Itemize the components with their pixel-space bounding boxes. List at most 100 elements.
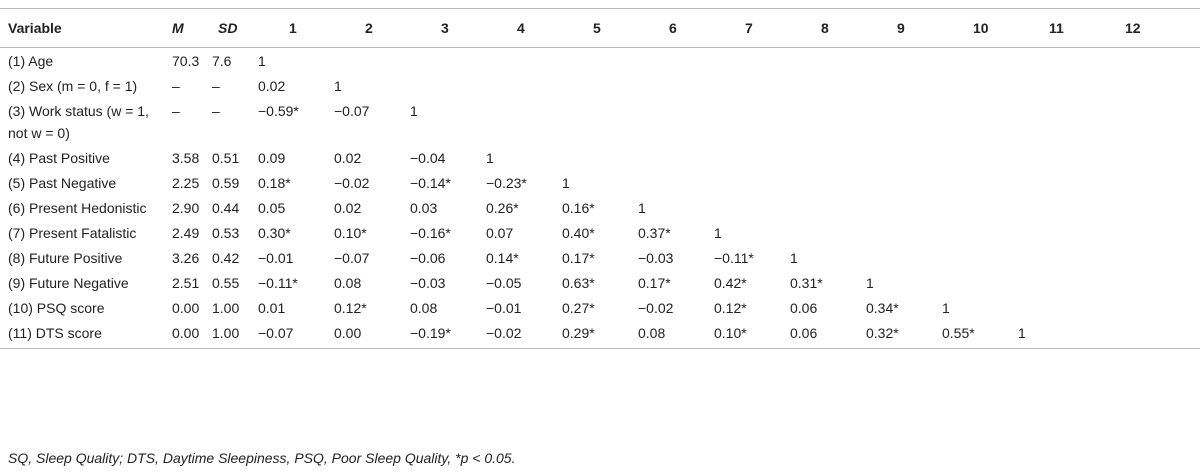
mean-cell: 2.51 xyxy=(172,275,200,291)
empty-cell xyxy=(939,145,1015,170)
correlation-cell: −0.07 xyxy=(334,103,370,119)
empty-cell xyxy=(711,73,787,98)
empty-cell xyxy=(711,48,787,74)
correlation-cell: 1 xyxy=(334,78,342,94)
empty-cell xyxy=(1091,145,1200,170)
variable-cell: (2) Sex (m = 0, f = 1) xyxy=(8,78,138,94)
mean-cell: 70.3 xyxy=(172,53,200,69)
correlation-cell: −0.59* xyxy=(258,103,299,119)
correlation-cell: 0.40* xyxy=(562,225,595,241)
empty-cell xyxy=(1091,245,1200,270)
empty-cell xyxy=(559,98,635,145)
table-row: (6) Present Hedonistic 2.90 0.44 0.05 0.02 0.… xyxy=(0,195,1200,220)
correlation-cell: 0.27* xyxy=(562,300,595,316)
empty-cell xyxy=(635,73,711,98)
correlation-cell: 0.17* xyxy=(562,250,595,266)
empty-cell xyxy=(939,48,1015,74)
correlation-cell: −0.07 xyxy=(334,250,370,266)
table-row: (7) Present Fatalistic 2.49 0.53 0.30* 0.10*… xyxy=(0,220,1200,245)
correlation-cell: −0.11* xyxy=(258,275,298,291)
column-header: SD xyxy=(208,8,255,48)
table-row: (3) Work status (w = 1, not w = 0) – – −0.5… xyxy=(0,98,1200,145)
empty-cell xyxy=(635,170,711,195)
empty-cell xyxy=(1015,295,1091,320)
column-header: 8 xyxy=(787,8,863,48)
correlation-cell: 1 xyxy=(790,250,798,266)
correlation-cell: 1 xyxy=(258,53,266,69)
header-row: Variable M SD 1 2 3 4 5 6 7 8 9 10 11 12 xyxy=(0,8,1200,48)
empty-cell xyxy=(863,195,939,220)
variable-cell: (5) Past Negative xyxy=(8,175,117,191)
empty-cell xyxy=(1015,48,1091,74)
correlation-cell: 0.06 xyxy=(787,320,863,349)
correlation-cell: 0.12* xyxy=(334,300,367,316)
mean-cell: 2.90 xyxy=(172,200,200,216)
table-row: (9) Future Negative 2.51 0.55 −0.11* 0.08 −0.… xyxy=(0,270,1200,295)
correlation-cell: 0.10* xyxy=(334,225,367,241)
empty-cell xyxy=(483,48,559,74)
empty-cell xyxy=(1015,170,1091,195)
column-header: 6 xyxy=(635,8,711,48)
correlation-cell: 0.14* xyxy=(486,250,519,266)
correlation-cell: 0.09 xyxy=(258,150,286,166)
correlation-cell: −0.06 xyxy=(410,250,446,266)
empty-cell xyxy=(1091,98,1200,145)
correlation-cell: 1 xyxy=(866,275,874,291)
correlation-cell: −0.07 xyxy=(255,320,331,349)
correlation-cell: −0.19* xyxy=(407,320,483,349)
empty-cell xyxy=(1091,295,1200,320)
correlation-cell: 0.29* xyxy=(559,320,635,349)
correlation-cell: −0.02 xyxy=(334,175,370,191)
correlation-cell: 0.08 xyxy=(334,275,362,291)
correlation-cell: −0.02 xyxy=(638,300,674,316)
empty-cell xyxy=(863,245,939,270)
empty-cell xyxy=(1015,98,1091,145)
empty-cell xyxy=(711,98,787,145)
empty-cell xyxy=(635,98,711,145)
empty-cell xyxy=(939,73,1015,98)
empty-cell xyxy=(787,145,863,170)
correlation-cell: 1 xyxy=(714,225,722,241)
table-body: (1) Age 70.3 7.6 1 (2) Sex (m = 0, f = 1) – – 0… xyxy=(0,48,1200,349)
empty-cell xyxy=(407,48,483,74)
correlation-cell: −0.16* xyxy=(410,225,451,241)
empty-cell xyxy=(939,195,1015,220)
empty-cell xyxy=(1091,220,1200,245)
correlation-cell: 1 xyxy=(638,200,646,216)
empty-cell xyxy=(787,98,863,145)
empty-cell xyxy=(863,48,939,74)
empty-cell xyxy=(787,48,863,74)
sd-cell: 1.00 xyxy=(212,300,240,316)
column-header: 12 xyxy=(1091,8,1200,48)
empty-cell xyxy=(1015,145,1091,170)
empty-cell xyxy=(559,48,635,74)
column-header: 5 xyxy=(559,8,635,48)
correlation-cell: 0.30* xyxy=(258,225,291,241)
empty-cell xyxy=(939,98,1015,145)
empty-cell xyxy=(635,145,711,170)
variable-cell: (9) Future Negative xyxy=(8,275,129,291)
correlation-cell: 0.05 xyxy=(258,200,286,216)
column-header: Variable xyxy=(0,8,165,48)
empty-cell xyxy=(787,170,863,195)
table-row: (1) Age 70.3 7.6 1 xyxy=(0,48,1200,74)
correlation-cell: 1 xyxy=(486,150,494,166)
empty-cell xyxy=(863,170,939,195)
sd-cell: – xyxy=(212,103,220,119)
table-row: (4) Past Positive 3.58 0.51 0.09 0.02 −0.04 1 xyxy=(0,145,1200,170)
correlation-cell: −0.04 xyxy=(410,150,446,166)
column-header: 4 xyxy=(483,8,559,48)
correlation-cell: 0.42* xyxy=(714,275,747,291)
correlation-cell: 0.08 xyxy=(410,300,438,316)
empty-cell xyxy=(1091,170,1200,195)
correlation-cell: 0.17* xyxy=(638,275,671,291)
mean-cell: – xyxy=(172,78,180,94)
sd-cell: 0.42 xyxy=(212,250,240,266)
variable-cell: (8) Future Positive xyxy=(8,250,123,266)
table-row: (8) Future Positive 3.26 0.42 −0.01 −0.07 −0.… xyxy=(0,245,1200,270)
correlation-cell: 0.63* xyxy=(562,275,595,291)
empty-cell xyxy=(711,145,787,170)
sd-cell: 7.6 xyxy=(212,53,232,69)
empty-cell xyxy=(559,73,635,98)
correlation-cell: 1 xyxy=(410,103,418,119)
